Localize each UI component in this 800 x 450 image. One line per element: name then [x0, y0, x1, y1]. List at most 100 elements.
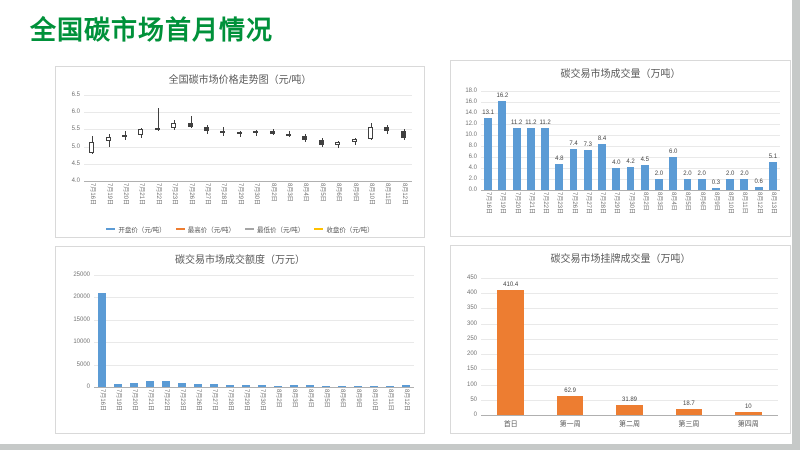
- x-axis-label: 8月10日: [370, 389, 378, 433]
- candle-body: [335, 142, 341, 146]
- y-axis-tick-label: 0: [86, 384, 90, 390]
- gridline: [481, 146, 780, 147]
- bar-value-label: 6.0: [669, 149, 678, 155]
- bar: [683, 179, 692, 190]
- listed-volume-chart: 450 400 350 300 250 200 150 100 50 0 410.4 62.9 31.8…: [455, 266, 786, 431]
- y-axis-tick-label: 5000: [76, 361, 90, 368]
- bar: [697, 179, 706, 190]
- x-axis-label: 7月28日: [219, 183, 227, 227]
- turnover-chart: 25000 20000 15000 10000 5000 0 7月16日 7月19日 7月20日…: [60, 267, 420, 431]
- bar: [273, 385, 283, 387]
- x-axis-label-text: 8月11日: [387, 389, 393, 411]
- x-axis-label-text: 7月23日: [556, 192, 563, 215]
- turnover-chart-panel: 碳交易市场成交额度（万元） 25000 20000 15000 10000 5000 0 7…: [55, 246, 425, 434]
- y-axis-tick-label: 300: [466, 320, 477, 327]
- x-axis-label: 7月20日: [130, 389, 138, 433]
- legend-label: 最高价（元/吨）: [187, 227, 235, 234]
- gridline: [481, 102, 780, 103]
- x-axis-label: 7月30日: [252, 183, 260, 227]
- x-axis-label: 8月10日: [367, 183, 375, 227]
- bar-value-label: 11.2: [525, 120, 537, 127]
- x-axis-label: 8月4日: [301, 183, 309, 227]
- legend-label: 最低价（元/吨）: [257, 227, 305, 234]
- x-axis-label-text: 8月11日: [741, 192, 748, 214]
- x-axis-label: 8月3日: [655, 192, 663, 236]
- candle-wick: [190, 116, 192, 128]
- bar: [569, 149, 578, 190]
- gridline: [481, 113, 780, 114]
- x-axis-label: 8月13日: [769, 192, 777, 236]
- x-axis-label-text: 8月9日: [351, 183, 358, 202]
- candle-body: [318, 140, 324, 146]
- y-axis-tick-label: 400: [466, 290, 477, 297]
- listed-volume-chart-title: 碳交易市场挂牌成交量（万吨）: [550, 254, 691, 265]
- volume-chart-panel: 碳交易市场成交量（万吨） 18.0 16.0 14.0 12.0 10.0 8.0 6.0 4…: [450, 60, 791, 237]
- gridline: [481, 157, 780, 158]
- gridline: [481, 384, 778, 386]
- x-axis-label-text: 8月3日: [291, 389, 297, 408]
- bar-value-label: 0.3: [711, 180, 721, 187]
- candle-body: [105, 136, 111, 142]
- bar: [225, 384, 235, 387]
- x-axis-label: 8月4日: [669, 192, 677, 236]
- x-axis-label-text: 8月10日: [727, 192, 734, 215]
- bar: [616, 405, 643, 415]
- x-axis-label-text: 8月12日: [403, 389, 409, 412]
- bar-value-label: 62.9: [564, 387, 576, 394]
- gridline: [94, 319, 414, 321]
- bar-value-label: 4.0: [612, 160, 621, 166]
- bar: [161, 380, 171, 387]
- x-axis-label-text: 7月21日: [147, 389, 153, 412]
- x-axis-label-text: 7月19日: [115, 389, 121, 412]
- x-axis-label-text: 7月26日: [195, 389, 201, 412]
- x-axis-label: 8月3日: [290, 389, 298, 433]
- x-axis-label-text: 7月26日: [187, 183, 194, 206]
- x-axis-label: 7月21日: [146, 389, 154, 433]
- y-axis-tick-label: 16.0: [465, 99, 477, 105]
- x-axis-label-text: 7月20日: [513, 192, 520, 215]
- y-axis-tick-label: 18.0: [465, 88, 477, 94]
- x-axis-label: 7月27日: [584, 192, 592, 236]
- y-axis-tick-label: 5.0: [71, 143, 80, 150]
- legend-item: 最低价（元/吨）: [245, 224, 304, 234]
- x-axis-label-text: 7月21日: [138, 183, 145, 206]
- x-axis-label-text: 8月5日: [684, 192, 691, 211]
- bar-value-label: 31.89: [621, 397, 637, 404]
- bar: [512, 128, 521, 190]
- bar: [768, 161, 777, 190]
- x-axis-label: 8月6日: [338, 389, 346, 433]
- legend-marker: [245, 228, 254, 230]
- x-axis-label: 7月26日: [570, 192, 578, 236]
- x-axis-label: 7月16日: [484, 192, 492, 236]
- bar-value-label: 18.7: [683, 401, 695, 408]
- y-axis-tick-label: 14.0: [465, 110, 477, 116]
- x-axis-label: 8月12日: [402, 389, 410, 433]
- y-axis-tick-label: 150: [466, 366, 477, 373]
- x-axis-label: 7月28日: [226, 389, 234, 433]
- x-axis-label: 7月28日: [598, 192, 606, 236]
- bar: [401, 385, 411, 387]
- x-axis-label: 8月5日: [683, 192, 691, 236]
- x-axis-label: 7月21日: [527, 192, 535, 236]
- x-axis-label-text: 8月12日: [400, 183, 407, 206]
- y-axis-tick-label: 25000: [73, 272, 90, 278]
- y-axis-tick-label: 6.0: [468, 154, 477, 160]
- y-axis-tick-label: 12.0: [465, 121, 477, 127]
- x-axis-label: 8月6日: [698, 192, 706, 236]
- price-chart-legend: 开盘价（元/吨） 最高价（元/吨） 最低价（元/吨） 收盘价（元/吨）: [56, 224, 424, 234]
- bar: [177, 382, 187, 387]
- legend-marker: [314, 228, 324, 230]
- bar-value-label: 2.0: [725, 171, 735, 177]
- bar: [626, 166, 635, 190]
- y-axis-tick-label: 0: [473, 412, 477, 418]
- y-axis-tick-label: 2.0: [468, 176, 477, 182]
- x-axis-label-text: 7月26日: [570, 192, 577, 215]
- bar: [734, 411, 762, 415]
- gridline: [481, 323, 778, 325]
- y-axis-tick-label: 15000: [73, 316, 90, 323]
- candle-body: [368, 127, 373, 139]
- gridline: [84, 129, 412, 131]
- volume-chart-title: 碳交易市场成交量（万吨）: [560, 69, 681, 80]
- x-axis-label-text: 8月4日: [670, 192, 677, 211]
- legend-item: 最高价（元/吨）: [175, 224, 235, 234]
